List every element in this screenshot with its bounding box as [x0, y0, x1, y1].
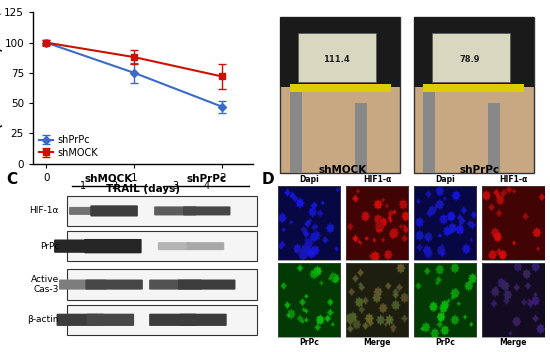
Text: shMOCK: shMOCK	[85, 175, 133, 184]
FancyBboxPatch shape	[432, 33, 510, 82]
FancyBboxPatch shape	[290, 84, 390, 92]
FancyBboxPatch shape	[355, 103, 367, 172]
Text: 111.4: 111.4	[323, 55, 350, 64]
Text: PrPc: PrPc	[40, 241, 59, 251]
FancyBboxPatch shape	[67, 196, 257, 226]
Text: shMOCK: shMOCK	[319, 165, 367, 175]
Text: B: B	[256, 0, 267, 2]
FancyBboxPatch shape	[280, 17, 400, 172]
Text: 1: 1	[80, 181, 86, 191]
FancyBboxPatch shape	[178, 279, 235, 290]
Text: Merge: Merge	[499, 338, 527, 347]
FancyBboxPatch shape	[85, 279, 143, 290]
Text: Dapi: Dapi	[299, 175, 319, 184]
Text: HIF1-α: HIF1-α	[499, 175, 527, 184]
FancyBboxPatch shape	[179, 314, 227, 326]
FancyBboxPatch shape	[424, 87, 436, 172]
Text: HIF1-α: HIF1-α	[363, 175, 391, 184]
Text: 78.9: 78.9	[460, 55, 480, 64]
Text: D: D	[261, 172, 274, 187]
Text: A: A	[0, 3, 1, 18]
FancyBboxPatch shape	[280, 17, 400, 87]
FancyBboxPatch shape	[69, 207, 97, 215]
FancyBboxPatch shape	[67, 304, 257, 335]
FancyBboxPatch shape	[67, 231, 257, 261]
Text: Active
Cas-3: Active Cas-3	[31, 275, 59, 294]
Text: 3: 3	[172, 181, 178, 191]
FancyBboxPatch shape	[57, 314, 104, 326]
FancyBboxPatch shape	[90, 205, 138, 216]
FancyBboxPatch shape	[488, 103, 500, 172]
FancyBboxPatch shape	[67, 269, 257, 300]
Legend: shPrPc, shMOCK: shPrPc, shMOCK	[38, 134, 99, 159]
Text: shPrPc: shPrPc	[186, 175, 227, 184]
Y-axis label: Tumor Volume
(% of control): Tumor Volume (% of control)	[0, 46, 3, 130]
FancyBboxPatch shape	[86, 314, 134, 326]
FancyBboxPatch shape	[414, 17, 534, 172]
FancyBboxPatch shape	[414, 17, 534, 87]
Text: shPrPc: shPrPc	[459, 165, 499, 175]
X-axis label: TRAIL (days): TRAIL (days)	[106, 184, 180, 194]
Text: C: C	[7, 172, 18, 187]
Text: β-actin: β-actin	[28, 315, 59, 324]
FancyBboxPatch shape	[149, 314, 197, 326]
FancyBboxPatch shape	[299, 33, 376, 82]
FancyBboxPatch shape	[424, 84, 524, 92]
FancyBboxPatch shape	[290, 87, 302, 172]
FancyBboxPatch shape	[186, 242, 224, 250]
Text: Dapi: Dapi	[435, 175, 455, 184]
FancyBboxPatch shape	[158, 242, 190, 250]
Text: 4: 4	[204, 181, 210, 191]
FancyBboxPatch shape	[154, 206, 197, 215]
FancyBboxPatch shape	[149, 279, 202, 290]
Text: PrPc: PrPc	[299, 338, 319, 347]
Text: 2: 2	[111, 181, 117, 191]
FancyBboxPatch shape	[54, 239, 107, 253]
FancyBboxPatch shape	[84, 239, 142, 253]
FancyBboxPatch shape	[59, 279, 107, 290]
Text: PrPc: PrPc	[435, 338, 455, 347]
Text: HIF-1α: HIF-1α	[30, 206, 59, 215]
FancyBboxPatch shape	[183, 206, 230, 215]
Text: Merge: Merge	[364, 338, 391, 347]
